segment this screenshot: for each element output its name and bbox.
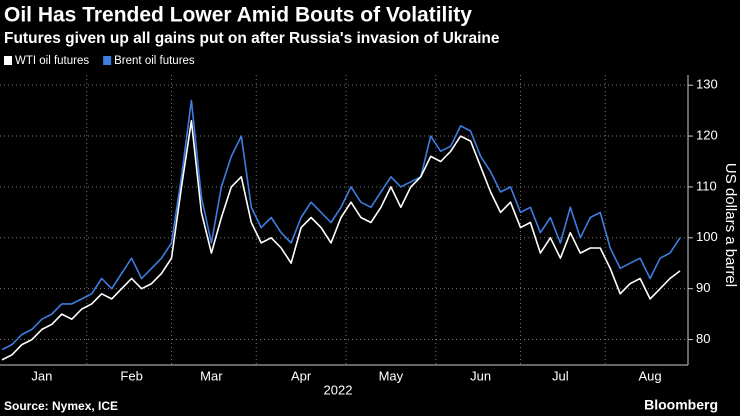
chart-subtitle: Futures given up all gains put on after … [4,30,500,47]
legend-swatch [103,56,112,65]
legend-swatch [4,56,12,65]
source: Source: Nymex, ICE [4,399,118,413]
y-tick-label: 100 [696,229,718,244]
x-tick-label: May [379,368,404,383]
x-tick-label: Jan [31,368,52,383]
x-tick-label: Jun [470,368,491,383]
x-tick-label: Apr [291,368,312,383]
y-tick-label: 110 [696,178,717,193]
y-tick-label: 80 [696,331,710,346]
y-tick-label: 120 [696,127,718,142]
x-tick-label: Jul [552,368,569,383]
brand: Bloomberg [644,397,718,413]
legend-label: Brent oil futures [114,55,195,67]
x-tick-label: Feb [120,368,142,383]
x-axis-label: 2022 [324,382,353,397]
x-tick-label: Aug [639,368,662,383]
series-line [1,99,681,351]
legend-label: WTI oil futures [15,55,89,67]
chart-title: Oil Has Trended Lower Amid Bouts of Vola… [4,4,472,27]
y-tick-label: 130 [696,77,718,92]
y-axis-label: US dollars a barrel [722,163,739,287]
series-line [1,120,681,361]
x-tick-label: Mar [200,368,223,383]
y-tick-label: 90 [696,280,710,295]
